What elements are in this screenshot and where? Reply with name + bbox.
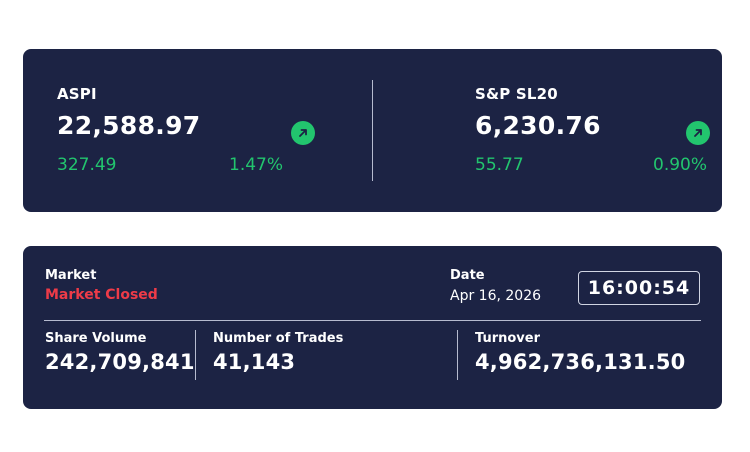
index-sp-sl20[interactable]: S&P SL20 6,230.76 55.77 0.90% [475, 49, 750, 212]
indices-card: ASPI 22,588.97 327.49 1.47% S&P SL20 6,2… [23, 49, 722, 212]
market-summary-card: Market Market Closed Date Apr 16, 2026 1… [23, 246, 722, 409]
turnover-label: Turnover [475, 331, 540, 346]
date-label: Date [450, 268, 485, 283]
index-change: 327.49 [57, 155, 117, 175]
market-time: 16:00:54 [578, 271, 700, 305]
trades-label: Number of Trades [213, 331, 344, 346]
date-value: Apr 16, 2026 [450, 288, 542, 304]
stats-divider [457, 330, 458, 380]
index-value: 22,588.97 [57, 111, 201, 140]
trades-value: 41,143 [213, 350, 296, 374]
arrow-up-right-icon [686, 121, 710, 145]
index-aspi[interactable]: ASPI 22,588.97 327.49 1.47% [57, 49, 357, 212]
index-change: 55.77 [475, 155, 524, 175]
index-name: ASPI [57, 85, 97, 103]
index-divider [372, 80, 373, 181]
arrow-up-right-icon [291, 121, 315, 145]
share-volume-label: Share Volume [45, 331, 147, 346]
index-percent: 0.90% [653, 155, 708, 175]
turnover-value: 4,962,736,131.50 [475, 350, 686, 374]
share-volume-value: 242,709,841 [45, 350, 195, 374]
market-label: Market [45, 268, 97, 283]
index-value: 6,230.76 [475, 111, 601, 140]
index-percent: 1.47% [229, 155, 284, 175]
market-status: Market Closed [45, 287, 158, 303]
index-name: S&P SL20 [475, 85, 558, 103]
horizontal-divider [44, 320, 701, 321]
stats-divider [195, 330, 196, 380]
